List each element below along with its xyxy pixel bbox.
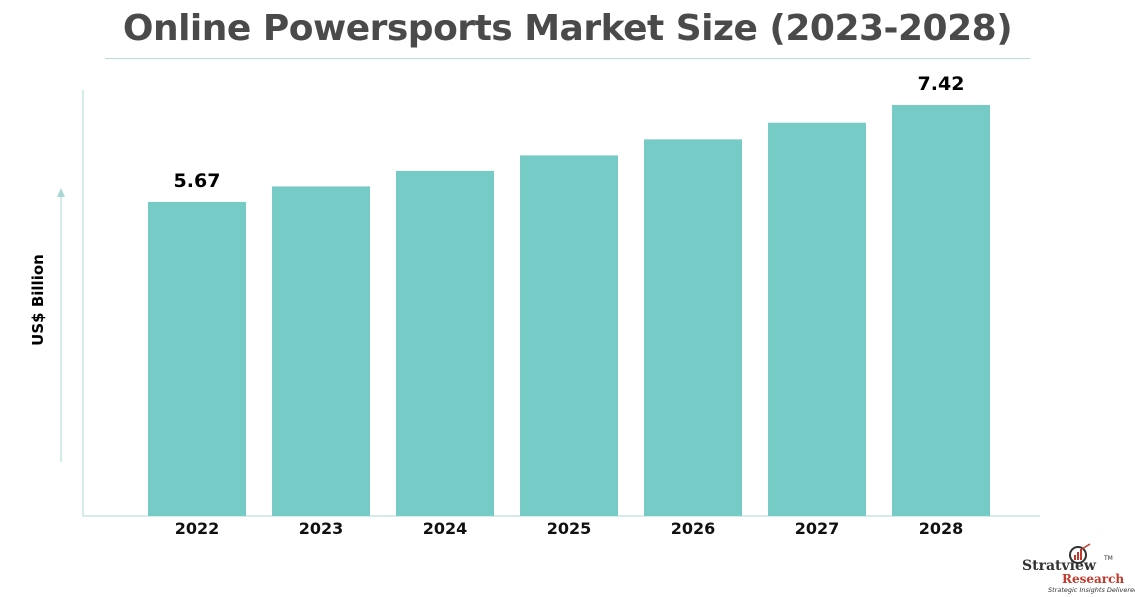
bar-2024 (396, 170, 494, 516)
bar-2022 (148, 201, 246, 516)
x-tick-label-2028: 2028 (919, 519, 964, 538)
logo-name: Stratview (1022, 558, 1096, 574)
x-tick-label-2023: 2023 (299, 519, 344, 538)
logo-sub: Research (1062, 572, 1125, 586)
bar-2028 (892, 105, 990, 516)
bar-2025 (520, 155, 618, 517)
x-tick-label-2024: 2024 (423, 519, 468, 538)
y-axis-arrow-icon (57, 188, 65, 197)
bar-2023 (272, 186, 370, 516)
y-axis-label: US$ Billion (29, 254, 47, 346)
data-label-2022: 5.67 (174, 170, 221, 192)
bar-2026 (644, 139, 742, 516)
logo-trademark: TM (1104, 555, 1113, 562)
logo-chart-icon (1069, 543, 1091, 564)
x-tick-label-2025: 2025 (547, 519, 592, 538)
x-tick-label-2027: 2027 (795, 519, 840, 538)
logo-tagline: Strategic Insights Delivered (1048, 586, 1135, 594)
title-underline (105, 58, 1030, 59)
chart-title: Online Powersports Market Size (2023-202… (122, 8, 1013, 49)
x-tick-label-2026: 2026 (671, 519, 716, 538)
data-label-2028: 7.42 (918, 73, 965, 95)
x-tick-label-2022: 2022 (175, 519, 220, 538)
stratview-logo: Stratview TM Research Strategic Insights… (1010, 543, 1135, 595)
bar-2027 (768, 122, 866, 516)
